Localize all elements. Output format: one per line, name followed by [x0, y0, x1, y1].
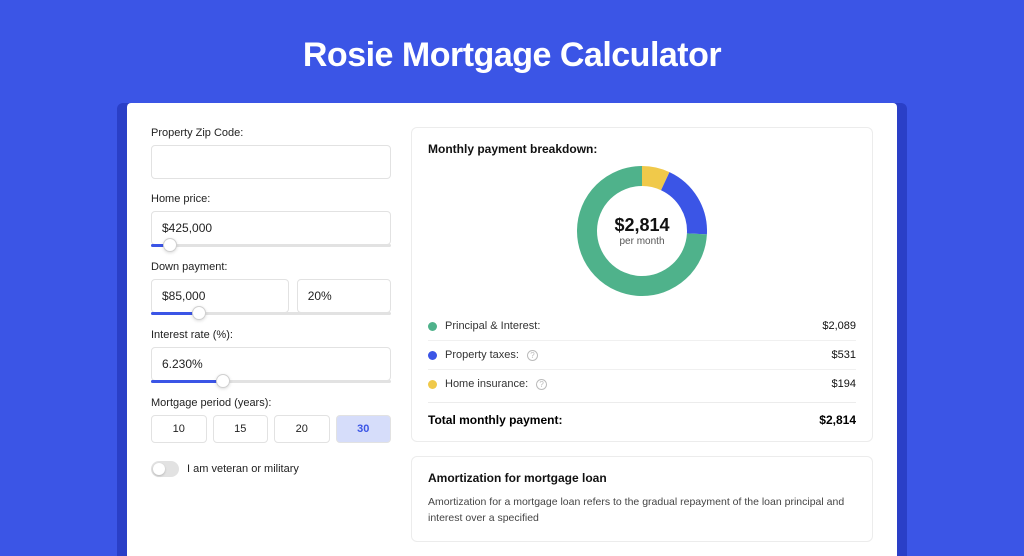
- veteran-toggle-knob: [153, 463, 165, 475]
- breakdown-panel: Monthly payment breakdown: $2,814 per mo…: [411, 127, 873, 442]
- zip-input[interactable]: [151, 145, 391, 179]
- breakdown-title: Monthly payment breakdown:: [428, 142, 856, 156]
- info-icon[interactable]: ?: [536, 379, 547, 390]
- home-price-input[interactable]: [151, 211, 391, 245]
- home-price-label: Home price:: [151, 193, 391, 205]
- mortgage-period-label: Mortgage period (years):: [151, 397, 391, 409]
- home-price-field-group: Home price:: [151, 193, 391, 247]
- total-label: Total monthly payment:: [428, 413, 562, 427]
- calculator-card: Property Zip Code: Home price: Down paym…: [127, 103, 897, 556]
- veteran-toggle[interactable]: [151, 461, 179, 477]
- page-title: Rosie Mortgage Calculator: [0, 36, 1024, 75]
- home-price-slider[interactable]: [151, 244, 391, 247]
- down-payment-pct-input[interactable]: [297, 279, 391, 313]
- down-payment-label: Down payment:: [151, 261, 391, 273]
- down-payment-field-group: Down payment:: [151, 261, 391, 315]
- veteran-label: I am veteran or military: [187, 463, 299, 475]
- legend-value: $194: [832, 378, 856, 390]
- mortgage-period-option-15[interactable]: 15: [213, 415, 269, 443]
- legend-label: Principal & Interest:: [445, 320, 540, 332]
- down-payment-slider[interactable]: [151, 312, 391, 315]
- total-row: Total monthly payment: $2,814: [428, 402, 856, 427]
- donut-center-value: $2,814: [614, 215, 669, 236]
- legend-value: $531: [832, 349, 856, 361]
- interest-rate-field-group: Interest rate (%):: [151, 329, 391, 383]
- form-column: Property Zip Code: Home price: Down paym…: [151, 127, 391, 556]
- interest-rate-slider[interactable]: [151, 380, 391, 383]
- donut-center-sub: per month: [619, 236, 664, 247]
- results-column: Monthly payment breakdown: $2,814 per mo…: [411, 127, 873, 556]
- mortgage-period-option-30[interactable]: 30: [336, 415, 392, 443]
- total-value: $2,814: [819, 413, 856, 427]
- legend-row: Principal & Interest: $2,089: [428, 312, 856, 341]
- down-payment-input[interactable]: [151, 279, 289, 313]
- legend-dot-icon: [428, 351, 437, 360]
- payment-donut-chart: $2,814 per month: [577, 166, 707, 296]
- zip-label: Property Zip Code:: [151, 127, 391, 139]
- down-payment-slider-thumb[interactable]: [192, 306, 206, 320]
- interest-rate-label: Interest rate (%):: [151, 329, 391, 341]
- legend-row: Home insurance:? $194: [428, 370, 856, 398]
- amortization-panel: Amortization for mortgage loan Amortizat…: [411, 456, 873, 542]
- legend-dot-icon: [428, 322, 437, 331]
- legend-value: $2,089: [822, 320, 856, 332]
- interest-rate-input[interactable]: [151, 347, 391, 381]
- interest-rate-slider-thumb[interactable]: [216, 374, 230, 388]
- amortization-title: Amortization for mortgage loan: [428, 471, 856, 485]
- legend-label: Home insurance:: [445, 378, 528, 390]
- mortgage-period-option-20[interactable]: 20: [274, 415, 330, 443]
- legend-dot-icon: [428, 380, 437, 389]
- veteran-toggle-row: I am veteran or military: [151, 461, 391, 477]
- home-price-slider-thumb[interactable]: [163, 238, 177, 252]
- legend-row: Property taxes:? $531: [428, 341, 856, 370]
- zip-field-group: Property Zip Code:: [151, 127, 391, 179]
- mortgage-period-option-10[interactable]: 10: [151, 415, 207, 443]
- amortization-text: Amortization for a mortgage loan refers …: [428, 495, 856, 527]
- mortgage-period-field-group: Mortgage period (years): 10152030: [151, 397, 391, 443]
- legend-label: Property taxes:: [445, 349, 519, 361]
- info-icon[interactable]: ?: [527, 350, 538, 361]
